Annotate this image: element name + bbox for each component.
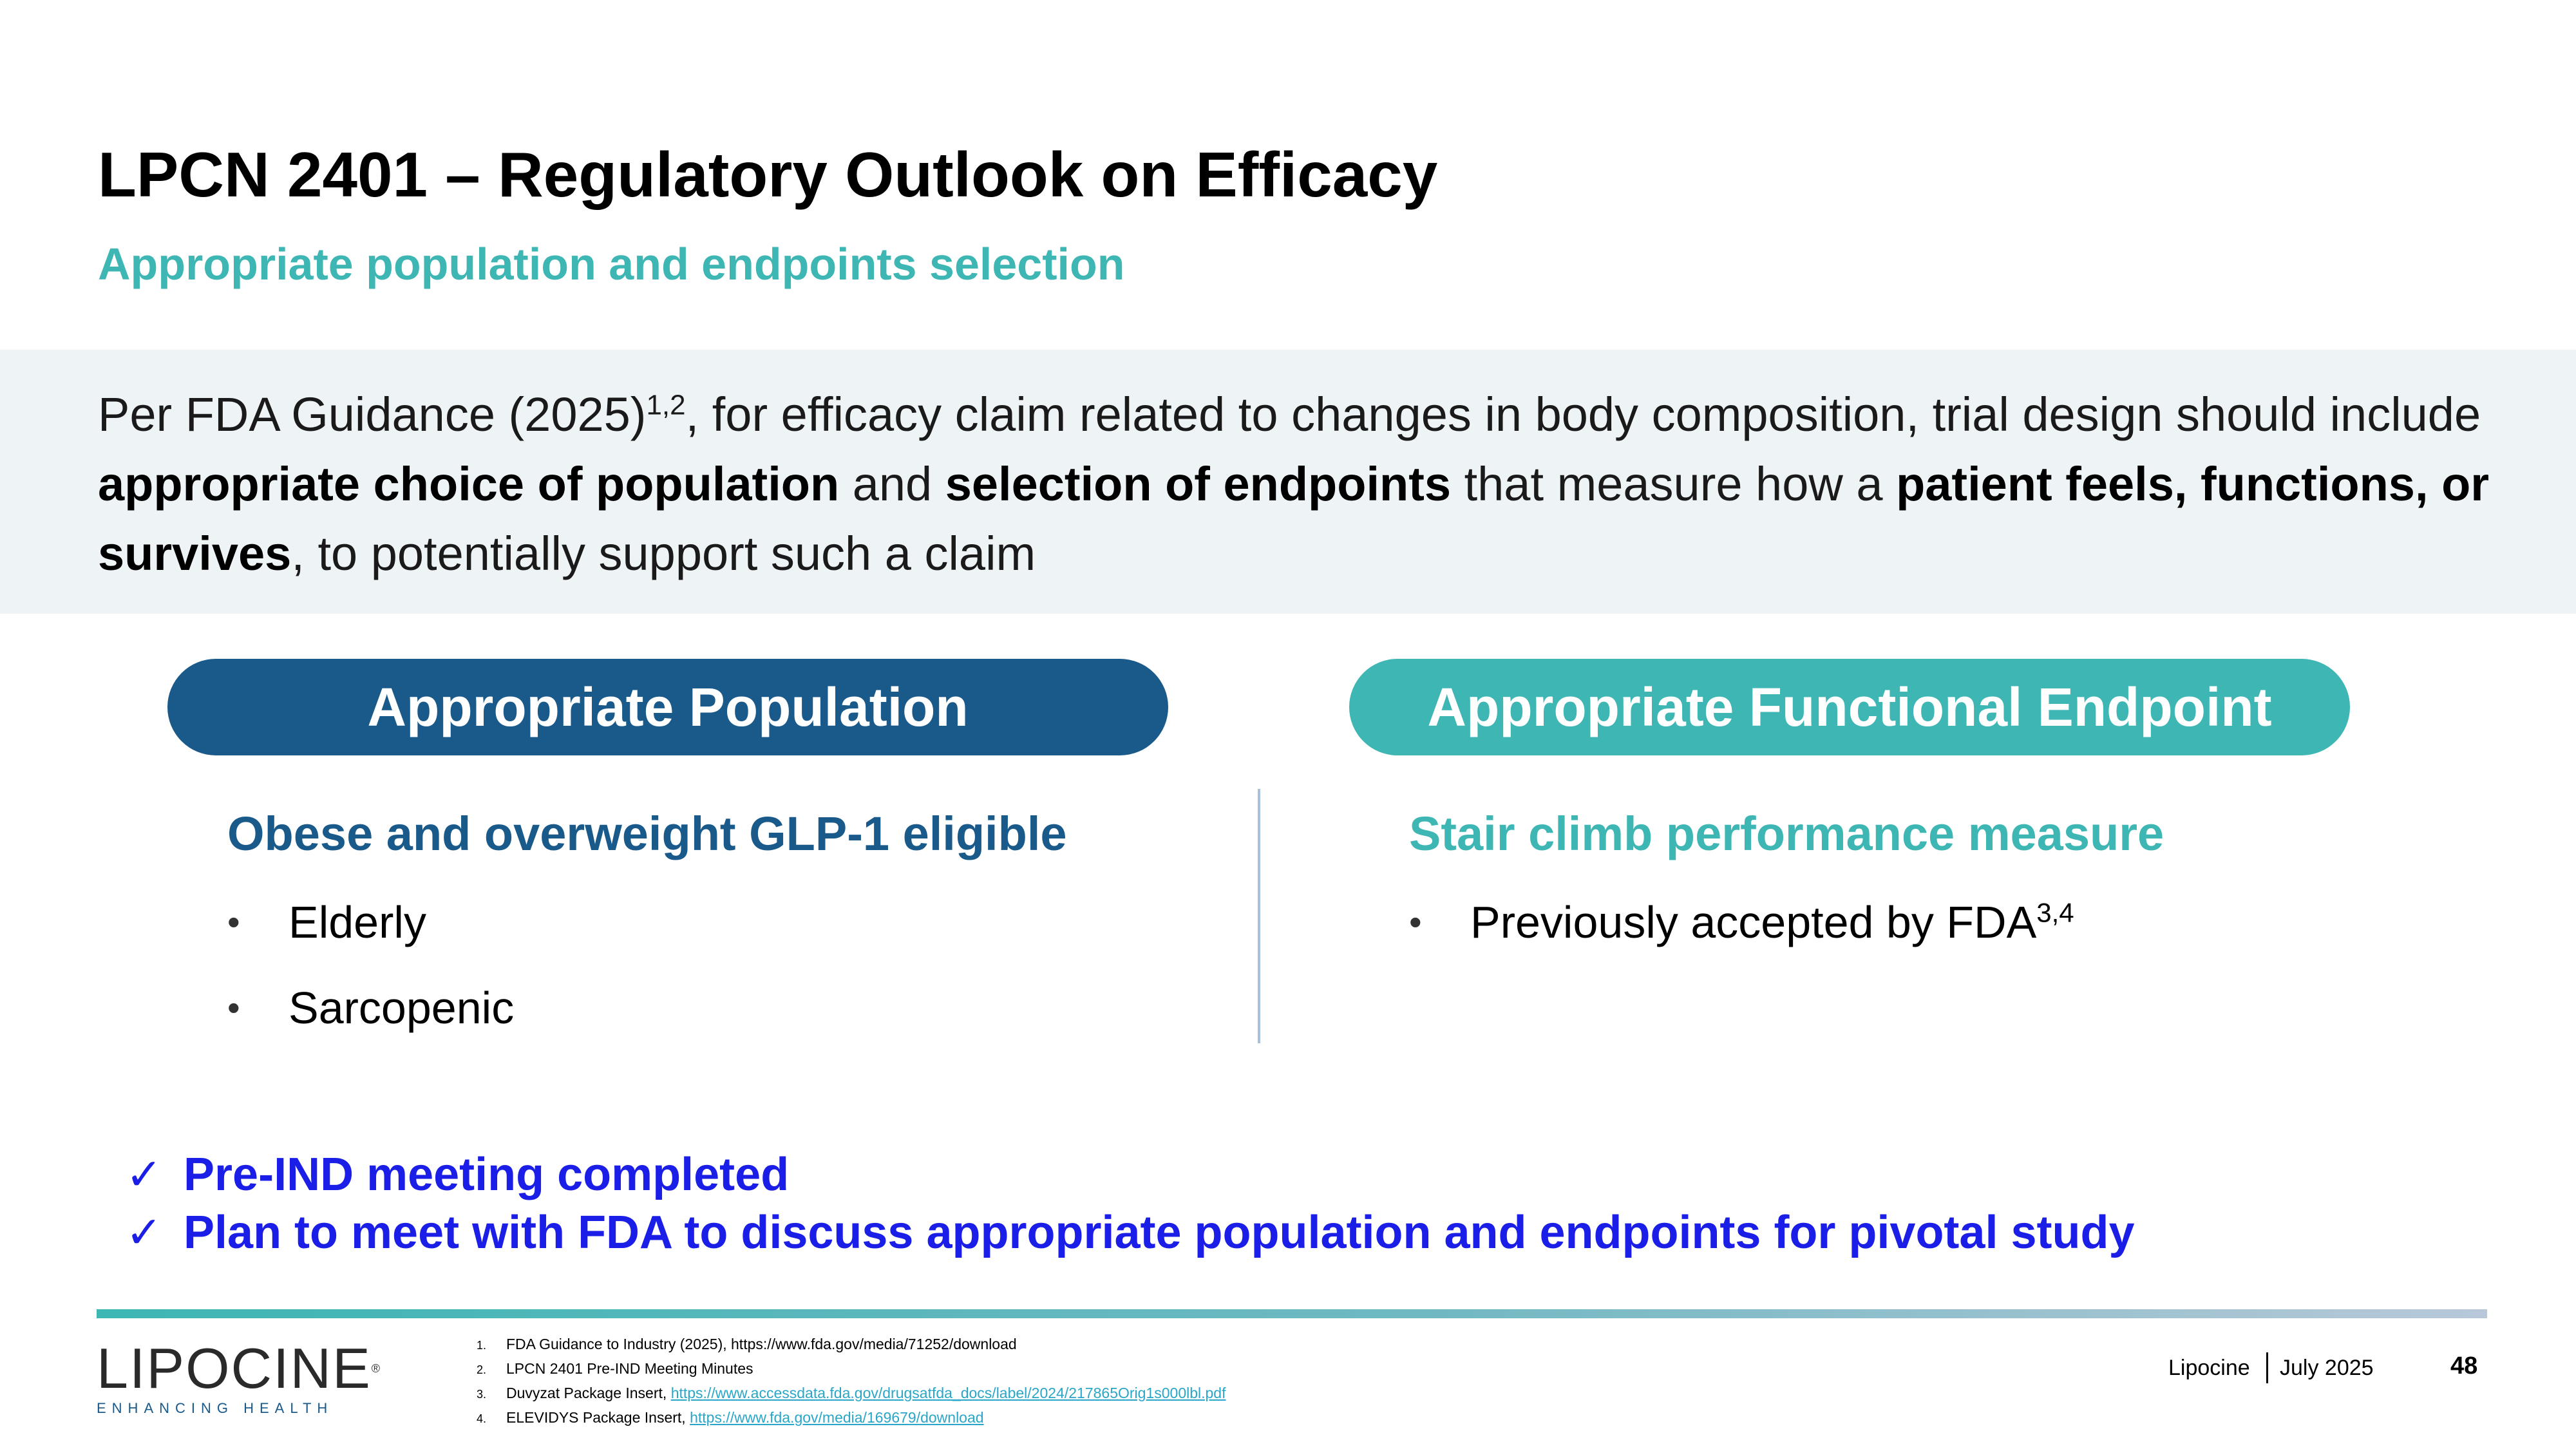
bullet-dot-icon: •: [1409, 902, 1422, 942]
check-text: Pre-IND meeting completed: [184, 1149, 790, 1200]
guidance-bold-population: appropriate choice of population: [98, 457, 840, 511]
guidance-text-4: that measure how a: [1451, 457, 1897, 511]
reference-item: 1. FDA Guidance to Industry (2025), https…: [477, 1332, 1226, 1356]
endpoint-heading: Stair climb performance measure: [1409, 807, 2164, 860]
guidance-text-3: and: [839, 457, 945, 511]
checkmark-icon: ✓: [126, 1208, 162, 1257]
reference-item: 3. Duvyzat Package Insert, https://www.ac…: [477, 1381, 1226, 1405]
population-bullet-list: • Elderly • Sarcopenic: [227, 890, 514, 1061]
guidance-text-2: , for efficacy claim related to changes …: [685, 388, 2481, 441]
guidance-text-1: Per FDA Guidance (2025): [98, 388, 647, 441]
footer-gradient-line: [97, 1309, 2487, 1318]
population-heading: Obese and overweight GLP-1 eligible: [227, 807, 1067, 860]
bullet-dot-icon: •: [227, 902, 240, 942]
reference-text: Duvyzat Package Insert,: [506, 1385, 671, 1401]
lipocine-logo: LIPOCINE® ENHANCING HEALTH: [97, 1340, 380, 1417]
logo-wordmark: LIPOCINE®: [97, 1340, 380, 1397]
guidance-text-5: , to potentially support such a claim: [291, 527, 1036, 580]
reference-text: ELEVIDYS Package Insert,: [506, 1409, 690, 1426]
footer-separator: [2266, 1352, 2268, 1383]
reference-link-duvyzat[interactable]: https://www.accessdata.fda.gov/drugsatfd…: [670, 1385, 1226, 1401]
bullet-text: Sarcopenic: [289, 983, 515, 1033]
footer-company: Lipocine: [2168, 1356, 2250, 1380]
guidance-band: [0, 350, 2576, 614]
check-text: Plan to meet with FDA to discuss appropr…: [184, 1207, 2135, 1258]
footer-date: July 2025: [2280, 1356, 2374, 1380]
page-number: 48: [2450, 1352, 2478, 1379]
registered-mark: ®: [371, 1362, 382, 1375]
guidance-bold-endpoints: selection of endpoints: [945, 457, 1452, 511]
reference-item: 4. ELEVIDYS Package Insert, https://www.f…: [477, 1405, 1226, 1430]
reference-text: FDA Guidance to Industry (2025), https:/…: [506, 1336, 1017, 1352]
guidance-statement: Per FDA Guidance (2025)1,2, for efficacy…: [98, 380, 2494, 589]
bullet-dot-icon: •: [227, 987, 240, 1028]
reference-number: 3.: [477, 1388, 487, 1401]
guidance-superscript: 1,2: [646, 389, 686, 421]
list-item: • Previously accepted by FDA3,4: [1409, 890, 2074, 976]
endpoint-bullet-list: • Previously accepted by FDA3,4: [1409, 890, 2074, 976]
population-pill: Appropriate Population: [167, 659, 1168, 755]
guidance-bold-patient: patient feels, functions, or survives: [98, 457, 2490, 580]
bullet-text: Elderly: [289, 897, 426, 947]
bullet-superscript: 3,4: [2036, 897, 2074, 928]
bullet-text: Previously accepted by FDA: [1470, 897, 2037, 947]
slide-subtitle: Appropriate population and endpoints sel…: [98, 239, 1125, 289]
reference-item: 2. LPCN 2401 Pre-IND Meeting Minutes: [477, 1356, 1226, 1381]
reference-number: 2.: [477, 1363, 487, 1376]
logo-word: LIPOCINE: [97, 1336, 372, 1400]
list-item: • Elderly: [227, 890, 514, 976]
check-item-pre-ind: ✓ Pre-IND meeting completed: [126, 1148, 789, 1201]
reference-number: 4.: [477, 1412, 487, 1425]
reference-text: LPCN 2401 Pre-IND Meeting Minutes: [506, 1360, 753, 1377]
references-list: 1. FDA Guidance to Industry (2025), https…: [477, 1332, 1226, 1430]
slide-title: LPCN 2401 – Regulatory Outlook on Effica…: [98, 139, 1438, 210]
logo-tagline: ENHANCING HEALTH: [97, 1400, 334, 1416]
list-item: • Sarcopenic: [227, 976, 514, 1061]
reference-number: 1.: [477, 1339, 487, 1352]
check-item-plan: ✓ Plan to meet with FDA to discuss approp…: [126, 1206, 2134, 1259]
column-divider: [1258, 789, 1260, 1043]
checkmark-icon: ✓: [126, 1150, 162, 1199]
endpoint-pill: Appropriate Functional Endpoint: [1349, 659, 2350, 755]
reference-link-elevidys[interactable]: https://www.fda.gov/media/169679/downloa…: [690, 1409, 984, 1426]
